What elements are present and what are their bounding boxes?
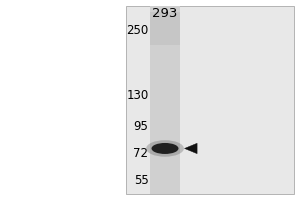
Bar [150,6,180,194]
Ellipse shape [146,140,184,157]
Text: 55: 55 [134,174,148,187]
Bar [150,12,180,45]
Polygon shape [184,143,197,154]
Text: 95: 95 [134,120,148,133]
Text: 130: 130 [126,89,148,102]
Bar [126,6,294,194]
Ellipse shape [152,143,178,154]
Text: 293: 293 [152,7,178,20]
Text: 250: 250 [126,24,148,37]
Text: 72: 72 [134,147,148,160]
